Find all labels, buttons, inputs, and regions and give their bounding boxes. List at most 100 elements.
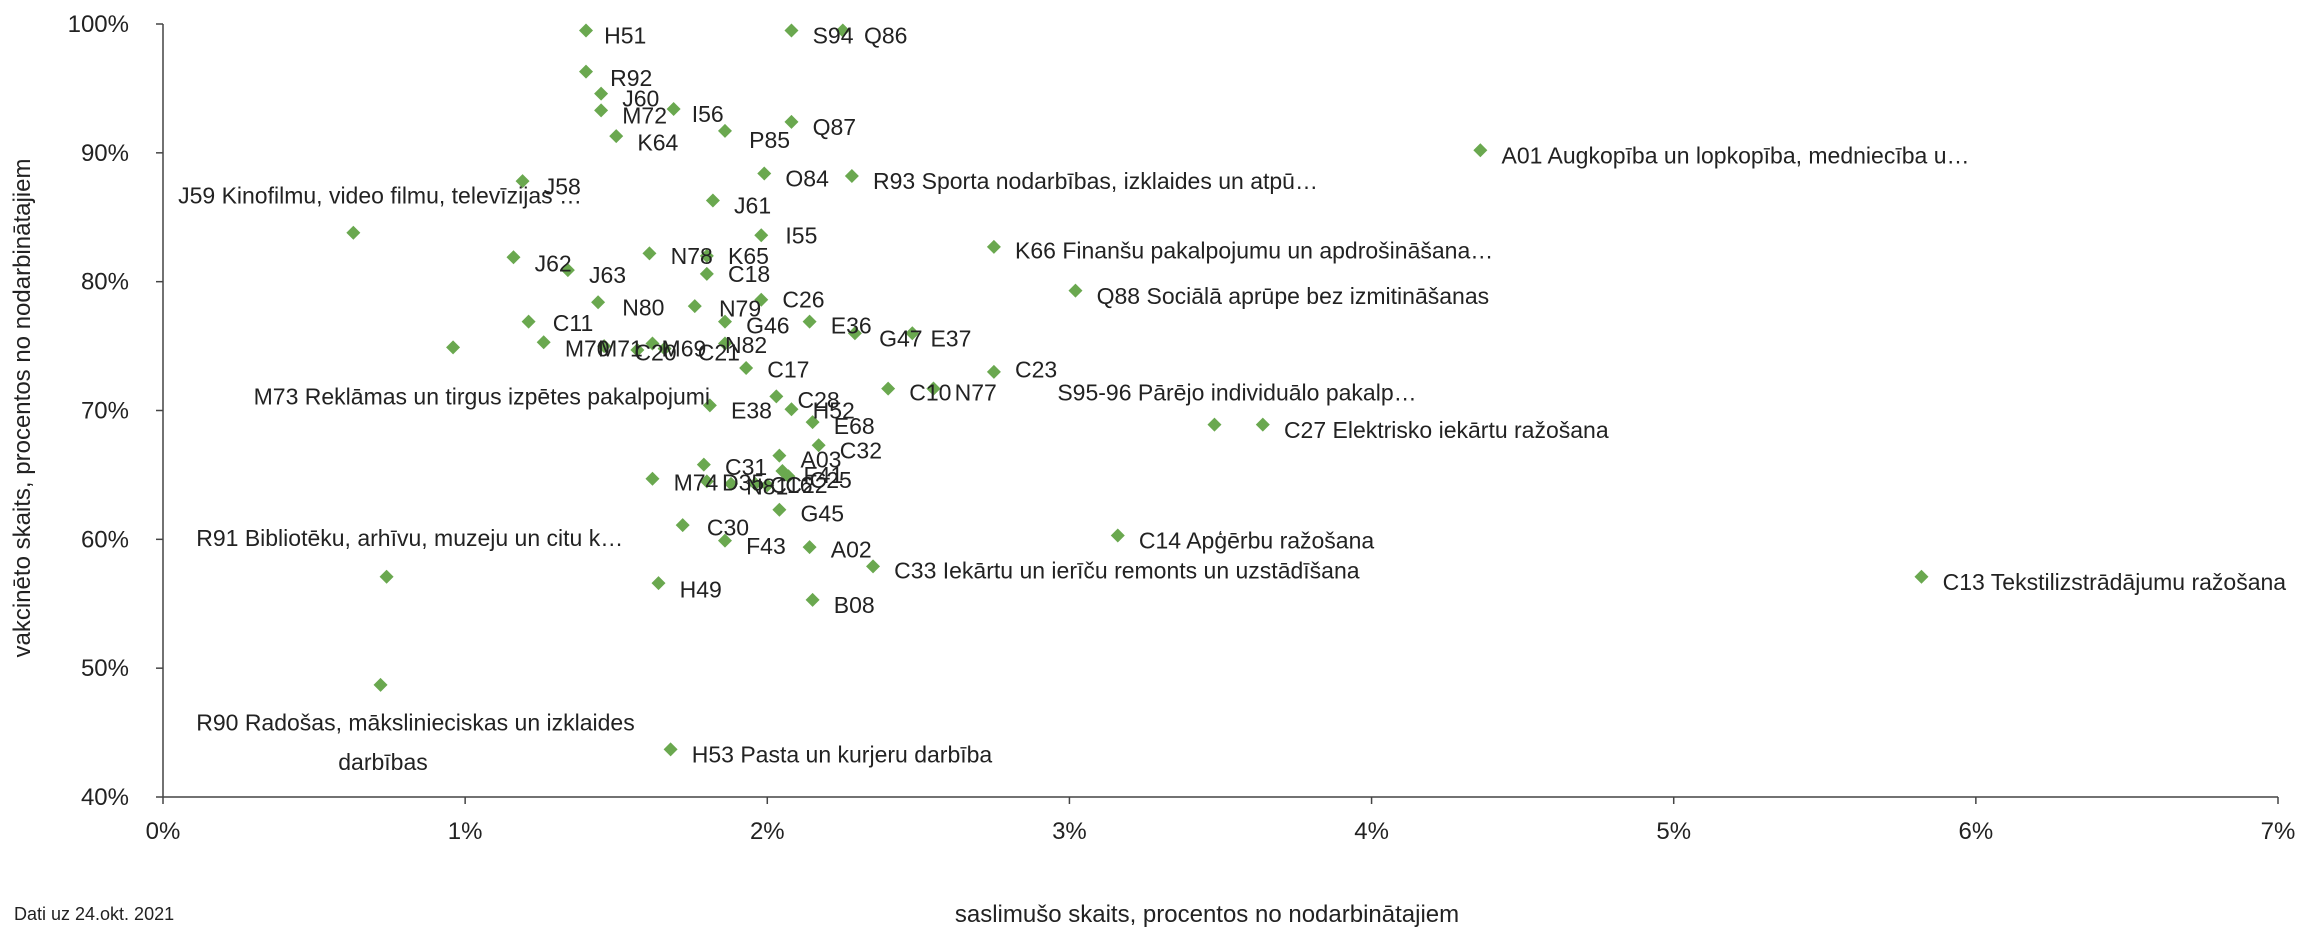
data-label: R90 Radošas, mākslinieciskas un izklaide… (196, 709, 634, 735)
data-point (835, 23, 850, 38)
data-point (1473, 143, 1488, 158)
data-point (781, 469, 796, 484)
data-point (515, 174, 530, 189)
data-point (881, 381, 896, 396)
data-label: C26 (782, 287, 824, 313)
y-tick-label: 100% (68, 11, 129, 38)
data-label: J58 (544, 173, 581, 199)
data-label: C23 (1015, 356, 1057, 382)
data-point (844, 169, 859, 184)
data-point (784, 23, 799, 38)
data-label: Q88 Sociālā aprūpe bez izmitināšanas (1097, 283, 1490, 309)
data-label: R92 (610, 65, 652, 91)
data-point (754, 228, 769, 243)
data-point (772, 448, 787, 463)
data-label: I55 (785, 222, 817, 248)
data-point (866, 559, 881, 574)
data-label: H49 (680, 577, 722, 603)
data-point (739, 360, 754, 375)
x-tick-label: 5% (1656, 818, 1691, 845)
data-point (696, 457, 711, 472)
data-label: N81 (746, 474, 788, 500)
data-label: H53 Pasta un kurjeru darbība (692, 741, 993, 767)
data-point (675, 518, 690, 533)
data-label: C16 (770, 472, 812, 498)
data-point (805, 592, 820, 607)
data-label: F43 (746, 533, 786, 559)
data-point (663, 742, 678, 757)
data-point (811, 438, 826, 453)
data-point (521, 314, 536, 329)
data-point (594, 103, 609, 118)
data-label: N80 (622, 294, 664, 320)
data-label: M72 (622, 102, 667, 128)
x-tick-label: 2% (750, 818, 785, 845)
data-label: S95-96 Pārējo individuālo pakalp… (1057, 379, 1416, 405)
data-point (597, 339, 612, 354)
data-label: K66 Finanšu pakalpojumu un apdrošināšana… (1015, 238, 1493, 264)
data-point (754, 292, 769, 307)
data-label: Q87 (813, 114, 856, 140)
x-tick-label: 3% (1052, 818, 1087, 845)
data-point (579, 64, 593, 79)
data-point (805, 415, 820, 430)
data-label: A01 Augkopība un lopkopība, medniecība u… (1501, 142, 1969, 168)
data-point (687, 299, 702, 314)
data-label: R93 Sporta nodarbības, izklaides un atpū… (873, 168, 1318, 194)
x-tick-label: 1% (448, 818, 483, 845)
data-label: K64 (637, 130, 678, 156)
data-label: Q86 (864, 23, 907, 49)
data-label: E36 (831, 312, 872, 338)
data-points (346, 23, 1929, 757)
data-point (373, 677, 388, 692)
data-point (594, 86, 609, 101)
x-tick-label: 4% (1354, 818, 1389, 845)
y-tick-label: 40% (81, 784, 129, 811)
data-date-note: Dati uz 24.okt. 2021 (14, 904, 175, 924)
data-label: C31 (725, 454, 767, 480)
data-label: B08 (834, 592, 875, 618)
data-point (1255, 417, 1270, 432)
data-label: C14 Apģērbu ražošana (1139, 528, 1374, 554)
data-point (717, 336, 732, 351)
data-label: C20 (634, 340, 676, 366)
data-point (802, 314, 817, 329)
data-point (1207, 417, 1222, 432)
data-label: C32 (840, 437, 882, 463)
data-point (651, 576, 666, 591)
y-tick-label: 60% (81, 526, 129, 553)
data-label: C27 Elektrisko iekārtu ražošana (1284, 417, 1609, 443)
data-label: A03 (801, 446, 842, 472)
data-label: C13 Tekstilizstrādājumu ražošana (1943, 569, 2287, 595)
data-label: N78 (671, 243, 713, 269)
data-point (379, 569, 394, 584)
data-label: C17 (767, 356, 809, 382)
data-label: M69 (662, 336, 707, 362)
data-label: R91 Bibliotēku, arhīvu, muzeju un citu k… (196, 525, 623, 551)
data-label: O84 (785, 166, 829, 192)
data-label: E37 (930, 325, 971, 351)
y-tick-label: 80% (81, 269, 129, 296)
data-point (645, 336, 660, 351)
data-point (645, 471, 660, 486)
data-label: J59 Kinofilmu, video filmu, televīzijas … (178, 182, 582, 208)
data-point (705, 193, 720, 208)
data-point (772, 502, 787, 517)
data-point (769, 389, 784, 404)
data-label: J60 (622, 86, 659, 112)
data-label: I56 (692, 101, 724, 127)
tick-labels: 0% 1% 2% 3% 4% 5% 6% 7% 40% 50% 60% 70% 80% 90% 100% (68, 11, 2296, 845)
data-point (905, 326, 920, 341)
data-point (717, 533, 732, 548)
data-label: S94 (813, 23, 854, 49)
data-label: M70 (565, 336, 610, 362)
data-label: N77 (955, 379, 997, 405)
data-label: E68 (834, 413, 875, 439)
data-label: M71 (598, 336, 643, 362)
x-tick-label: 0% (146, 818, 181, 845)
data-point (760, 478, 775, 493)
data-label: N79 (719, 296, 761, 322)
data-label: C10 (909, 379, 951, 405)
data-point (702, 398, 717, 413)
